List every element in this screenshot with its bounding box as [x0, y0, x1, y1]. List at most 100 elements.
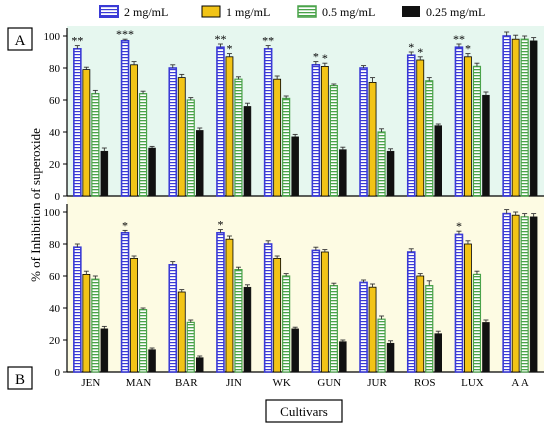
panel-a-bar-2mg-JUR: [359, 67, 368, 197]
panel-a-bar-0.5mg-JUR: [377, 131, 386, 197]
panel-a-bar-2mg-LUX: [454, 46, 464, 197]
panel-a-bar-1mg-AA: [511, 38, 520, 197]
panel-b-bar-0.25mg-JEN: [100, 328, 109, 373]
panel-a-bar-0.25mg-JEN: [100, 150, 109, 197]
panel-a-bar-0.25mg-GUN: [339, 149, 347, 197]
panel-a-bar-0.25mg-JUR: [386, 150, 395, 197]
panel-b-series-2mg: [73, 209, 511, 373]
panel-a-bar-2mg-AA: [502, 35, 511, 197]
panel-a-significance-mark: *: [417, 45, 423, 59]
x-tick-label-jur: JUR: [367, 377, 387, 389]
panel-a-y-tick-label: 20: [49, 159, 61, 171]
panel-b-bar-0.5mg-MAN: [138, 309, 148, 373]
panel-b-bar-0.5mg-BAR: [186, 321, 195, 373]
x-axis-title-box: [265, 399, 343, 423]
panel-b-bar-0.25mg-WK: [291, 328, 299, 373]
panel-a-bar-2mg-MAN: [120, 39, 130, 197]
panel-a-bar-0.5mg-JEN: [91, 92, 100, 197]
panel-b-background: [67, 196, 544, 372]
panel-b-bar-2mg-AA: [502, 212, 511, 373]
panel-a-bar-0.5mg-AA: [520, 38, 529, 197]
panel-a-label: A: [15, 33, 26, 49]
panel-a-bar-0.5mg-MAN: [138, 92, 148, 197]
panel-b-bar-1mg-ROS: [416, 275, 425, 373]
legend-swatch-0.25mg: [402, 6, 420, 17]
panel-b-significance-mark: *: [217, 218, 223, 232]
panel-b-bar-0.25mg-JUR: [386, 342, 395, 373]
panel-b-bar-1mg-LUX: [464, 243, 472, 373]
panel-a-bar-1mg-WK: [273, 78, 282, 197]
panel-a-bar-0.25mg-BAR: [196, 130, 204, 197]
legend-swatch-1mg: [201, 5, 221, 18]
panel-a-significance-mark: **: [214, 32, 226, 46]
panel-b-bar-0.5mg-AA: [520, 216, 529, 373]
panel-a-bar-0.5mg-GUN: [329, 84, 338, 197]
panel-a-bar-2mg-ROS: [406, 54, 416, 197]
panel-b-bar-0.25mg-AA: [529, 216, 538, 373]
panel-b-y-tick-label: 0: [55, 367, 61, 379]
panel-a-bar-1mg-LUX: [464, 56, 472, 197]
panel-b-significance-mark: *: [122, 218, 128, 232]
panel-a-bar-0.25mg-AA: [529, 40, 538, 197]
legend-item-0.5mg: 0.5 mg/mL: [297, 5, 375, 19]
panel-a-significance-mark: *: [322, 51, 328, 65]
panel-b-bar-0.25mg-LUX: [482, 322, 490, 373]
panel-b-bar-0.25mg-GUN: [339, 341, 347, 373]
x-tick-label-wk: WK: [272, 377, 290, 389]
panel-a-bar-0.5mg-WK: [282, 97, 291, 197]
panel-a-bar-0.25mg-WK: [291, 136, 299, 197]
panel-a-series-0.25mg: [100, 37, 538, 197]
panel-a-bar-0.5mg-BAR: [186, 99, 195, 197]
panel-a-bar-0.25mg-ROS: [434, 125, 442, 197]
panel-b: 0 20 40 60 80 100 * * *: [44, 204, 544, 379]
panel-b-bar-1mg-WK: [273, 257, 282, 373]
panel-a-bar-0.5mg-JIN: [234, 78, 243, 197]
x-axis-tick-labels: JEN MAN BAR JIN WK GUN JUR ROS LUX A A: [81, 377, 529, 389]
panel-a-bar-0.5mg-LUX: [472, 65, 482, 197]
panel-a-label-box: [7, 27, 33, 51]
legend-label-0.25mg: 0.25 mg/mL: [426, 5, 485, 19]
panel-b-bar-2mg-LUX: [454, 233, 464, 373]
panel-b-y-tick-label: 20: [49, 335, 61, 347]
panel-a-bar-1mg-JEN: [82, 69, 91, 197]
panel-b-significance-mark: *: [456, 219, 462, 233]
panel-a-significance-mark: *: [226, 42, 232, 56]
panel-a-bar-1mg-JIN: [225, 56, 234, 197]
panel-b-y-tick-label: 40: [49, 303, 61, 315]
legend-label-1mg: 1 mg/mL: [226, 5, 270, 19]
panel-b-bar-0.5mg-LUX: [472, 273, 482, 373]
panel-b-bar-1mg-GUN: [320, 251, 329, 373]
panel-b-bar-1mg-JIN: [225, 238, 234, 373]
legend-label-0.5mg: 0.5 mg/mL: [322, 5, 375, 19]
panel-b-bar-0.5mg-WK: [282, 275, 291, 373]
panel-a-bar-2mg-GUN: [311, 64, 321, 197]
legend-item-1mg: 1 mg/mL: [201, 5, 270, 19]
legend: 2 mg/mL 1 mg/mL 0.5 mg/mL 0.25 mg/mL: [99, 5, 485, 19]
panel-a-bar-0.5mg-ROS: [425, 80, 434, 197]
panel-a-significance-mark: **: [262, 34, 274, 48]
panel-a-significance-mark: **: [71, 34, 83, 48]
x-tick-label-man: MAN: [126, 377, 152, 389]
panel-a-bar-2mg-BAR: [168, 67, 178, 197]
x-tick-label-lux: LUX: [461, 377, 484, 389]
panel-b-bar-2mg-WK: [263, 243, 273, 373]
panel-b-bar-2mg-JEN: [73, 246, 82, 373]
x-tick-label-jin: JIN: [226, 377, 242, 389]
panel-b-bar-2mg-JUR: [359, 281, 368, 373]
panel-b-bar-2mg-BAR: [168, 263, 178, 373]
panel-a-bar-1mg-MAN: [130, 64, 138, 197]
panel-a-bar-0.25mg-MAN: [148, 147, 156, 197]
panel-b-y-tick-label: 60: [49, 271, 61, 283]
panel-a-background: [67, 26, 544, 196]
panel-b-series-1mg: [82, 211, 520, 373]
panel-b-label: B: [15, 372, 25, 388]
panel-b-series-0.5mg: [91, 213, 529, 373]
panel-a-y-tick-label: 100: [44, 31, 61, 43]
legend-swatch-0.5mg: [297, 5, 317, 18]
panel-a-series-1mg: [82, 34, 520, 197]
panel-b-bar-1mg-MAN: [130, 257, 138, 373]
x-tick-label-gun: GUN: [317, 377, 341, 389]
